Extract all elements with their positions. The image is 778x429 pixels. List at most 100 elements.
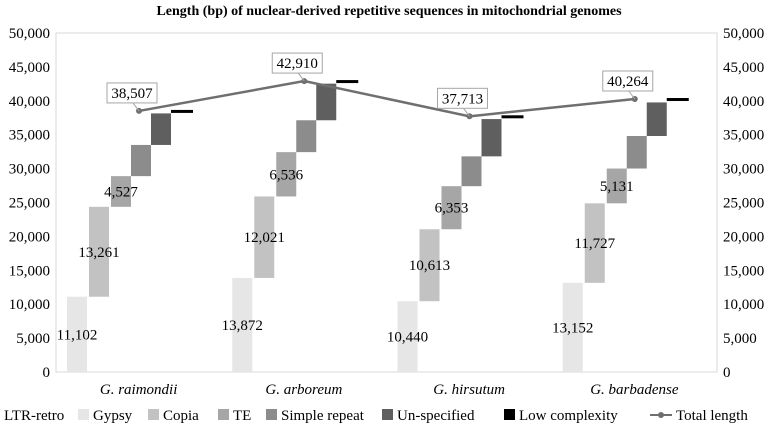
bar-segment-te: [276, 152, 297, 197]
legend-swatch-un-specified: [382, 409, 393, 420]
legend-label-low-complexity: Low complexity: [519, 408, 618, 424]
legend-swatch-gypsy: [78, 409, 89, 420]
y-axis-right: 0 5,000 10,000 15,000 20,000 25,000 30,000 35,0…: [723, 26, 764, 381]
y-tick-label-right: 15,000: [723, 263, 764, 279]
y-tick-label-left: 40,000: [9, 94, 50, 110]
callout-leader: [297, 72, 305, 82]
chart-title: Length (bp) of nuclear-derived repetitiv…: [156, 4, 622, 19]
bar-segment-low-complexity: [501, 115, 524, 119]
x-axis-categories: G. raimondii G. arboreum G. hirsutum G. bar…: [100, 382, 679, 398]
y-tick-label-left: 35,000: [9, 128, 50, 144]
bar-segment-low-complexity: [666, 98, 689, 102]
data-label-te: 4,527: [104, 184, 138, 200]
bar-segments: [67, 80, 689, 372]
y-tick-label-right: 30,000: [723, 162, 764, 178]
y-tick-label-left: 15,000: [9, 263, 50, 279]
data-label-copia: 13,261: [78, 245, 119, 261]
total-callout-label: 38,507: [111, 86, 153, 102]
total-callout-box: [106, 82, 158, 104]
bar-segment-te: [111, 176, 131, 207]
bar-segment-un-specified: [481, 119, 502, 157]
bar-segment-un-specified: [646, 102, 667, 136]
total-callout-label: 37,713: [442, 91, 483, 107]
legend-label-total-length: Total length: [676, 408, 748, 424]
y-tick-label-left: 30,000: [9, 162, 50, 178]
y-tick-label-right: 20,000: [723, 229, 764, 245]
y-tick-label-left: 45,000: [9, 60, 50, 76]
legend-swatch-te: [218, 409, 229, 420]
y-tick-label-left: 10,000: [9, 297, 50, 313]
y-tick-label-left: 5,000: [16, 331, 50, 347]
data-label-copia: 11,727: [574, 236, 615, 252]
x-category-label: G. hirsutum: [433, 382, 505, 398]
legend-swatch-low-complexity: [504, 409, 515, 420]
y-tick-label-right: 10,000: [723, 297, 764, 313]
data-label-copia: 10,613: [409, 258, 450, 274]
callout-leader: [132, 102, 140, 112]
data-label-te: 5,131: [600, 179, 634, 195]
legend-label-simple-repeat: Simple repeat: [281, 408, 365, 424]
legend-label-un-specified: Un-specified: [397, 408, 475, 424]
x-category-label: G. arboreum: [265, 382, 342, 398]
bar-segment-copia: [254, 196, 275, 278]
segment-labels: 11,102 13,261 4,527 13,872 12,021 6,536 10,440…: [57, 167, 634, 345]
data-label-gypsy: 11,102: [57, 327, 98, 343]
bar-segment-te: [441, 186, 462, 230]
bar-segment-un-specified: [316, 83, 337, 121]
y-tick-label-right: 25,000: [723, 196, 764, 212]
bar-segment-un-specified: [151, 113, 171, 145]
legend-swatch-simple-repeat: [266, 409, 277, 420]
bar-segment-simple-repeat: [626, 135, 647, 169]
y-tick-label-right: 40,000: [723, 94, 764, 110]
data-label-gypsy: 10,440: [387, 330, 428, 346]
data-label-gypsy: 13,872: [222, 318, 263, 334]
y-tick-label-right: 5,000: [723, 331, 757, 347]
total-callout-box: [271, 52, 323, 74]
y-tick-label-right: 50,000: [723, 26, 764, 42]
data-label-gypsy: 13,152: [552, 320, 593, 336]
y-tick-label-right: 45,000: [723, 60, 764, 76]
total-length-series-line: [138, 79, 635, 118]
bar-segment-copia: [419, 229, 440, 302]
y-tick-label-right: 0: [723, 365, 731, 381]
callout-leader: [628, 90, 636, 100]
data-label-te: 6,353: [435, 201, 469, 217]
total-callout-box: [602, 70, 654, 92]
bar-segment-gypsy: [562, 282, 583, 372]
total-callout-label: 40,264: [607, 74, 649, 90]
legend-label-te: TE: [233, 408, 251, 424]
bar-segment-low-complexity: [336, 80, 359, 84]
legend-swatch-copia: [148, 409, 159, 420]
bar-segment-te: [606, 168, 627, 204]
x-category-label: G. barbadense: [590, 382, 679, 398]
bar-segment-simple-repeat: [131, 144, 151, 177]
y-tick-label-left: 0: [43, 365, 51, 381]
bar-segment-gypsy: [232, 277, 253, 372]
total-callout-box: [437, 87, 488, 109]
legend: LTR-retro Gypsy Copia TE Simple repeat Un-spe…: [4, 408, 748, 424]
bar-segment-gypsy: [67, 296, 87, 372]
plot-area: [55, 32, 718, 373]
y-tick-label-left: 20,000: [9, 229, 50, 245]
legend-prefix: LTR-retro: [4, 408, 64, 424]
bar-segment-copia: [584, 203, 605, 283]
bar-segment-copia: [89, 206, 109, 297]
y-tick-label-left: 25,000: [9, 196, 50, 212]
bar-segment-simple-repeat: [296, 120, 317, 153]
legend-marker-total-length: [658, 412, 664, 418]
bar-segment-gypsy: [397, 301, 418, 372]
bar-segment-simple-repeat: [461, 156, 482, 187]
bar-segment-low-complexity: [171, 109, 193, 113]
legend-label-gypsy: Gypsy: [93, 408, 133, 424]
y-tick-label-left: 50,000: [9, 26, 50, 42]
legend-label-copia: Copia: [163, 408, 199, 424]
x-category-label: G. raimondii: [100, 382, 178, 398]
data-label-copia: 12,021: [244, 230, 285, 246]
y-tick-label-right: 35,000: [723, 128, 764, 144]
total-length-line: 38,507 42,910 37,713 40,264: [106, 52, 654, 120]
callout-leader: [463, 108, 470, 117]
data-label-te: 6,536: [269, 167, 303, 183]
total-callout-label: 42,910: [277, 56, 318, 72]
y-axis-left: 0 5,000 10,000 15,000 20,000 25,000 30,000 35,0…: [9, 26, 50, 381]
